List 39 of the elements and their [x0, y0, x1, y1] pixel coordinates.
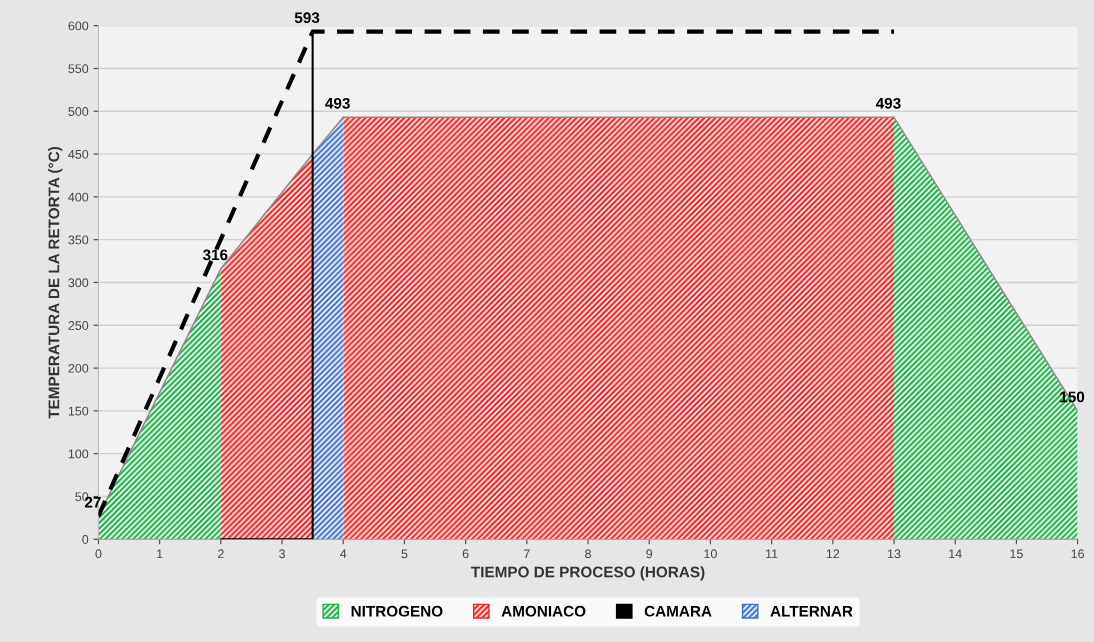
- y-tick-label: 400: [68, 192, 89, 202]
- y-tick-label: 0: [82, 535, 89, 544]
- x-tick-label: 4: [340, 549, 347, 559]
- y-axis-title: TEMPERATURA DE LA RETORTA (°C): [48, 146, 63, 419]
- x-tick-label: 12: [826, 549, 840, 559]
- y-tick-label: 500: [68, 107, 89, 116]
- y-tick-label: 450: [68, 149, 89, 159]
- y-tick-label: 350: [68, 235, 89, 245]
- x-tick-label: 1: [157, 549, 163, 559]
- x-tick-label: 9: [646, 549, 653, 559]
- legend-label: NITROGENO: [351, 605, 443, 617]
- x-tick-label: 13: [888, 549, 901, 559]
- legend-label: AMONIACO: [501, 605, 586, 617]
- y-tick-label: 200: [68, 363, 89, 373]
- y-tick-label: 600: [68, 21, 89, 31]
- x-axis-title: TIEMPO DE PROCESO (HORAS): [471, 566, 705, 581]
- x-tick-label: 7: [523, 549, 530, 559]
- y-tick-label: 250: [68, 321, 89, 330]
- annotation: 316: [202, 249, 228, 261]
- x-tick-label: 6: [462, 549, 469, 559]
- x-tick-label: 11: [766, 549, 778, 559]
- x-tick-label: 3: [279, 549, 285, 559]
- x-tick-label: 8: [585, 549, 591, 559]
- annotation: 593: [294, 12, 320, 24]
- legend-label: ALTERNAR: [770, 605, 853, 617]
- annotation: 493: [325, 97, 350, 109]
- y-tick-label: 300: [68, 278, 89, 288]
- x-tick-label: 0: [95, 549, 102, 559]
- y-tick-label: 550: [68, 64, 89, 74]
- x-tick-label: 16: [1071, 549, 1084, 559]
- x-tick-label: 14: [949, 549, 962, 559]
- x-tick-label: 5: [401, 549, 408, 559]
- x-tick-label: 10: [704, 549, 717, 559]
- y-tick-label: 100: [68, 449, 89, 459]
- legend-label: CAMARA: [644, 605, 712, 617]
- y-tick-label: 150: [68, 406, 89, 416]
- x-tick-label: 15: [1010, 549, 1023, 559]
- x-tick-label: 2: [218, 549, 224, 559]
- annotation: 493: [875, 97, 901, 109]
